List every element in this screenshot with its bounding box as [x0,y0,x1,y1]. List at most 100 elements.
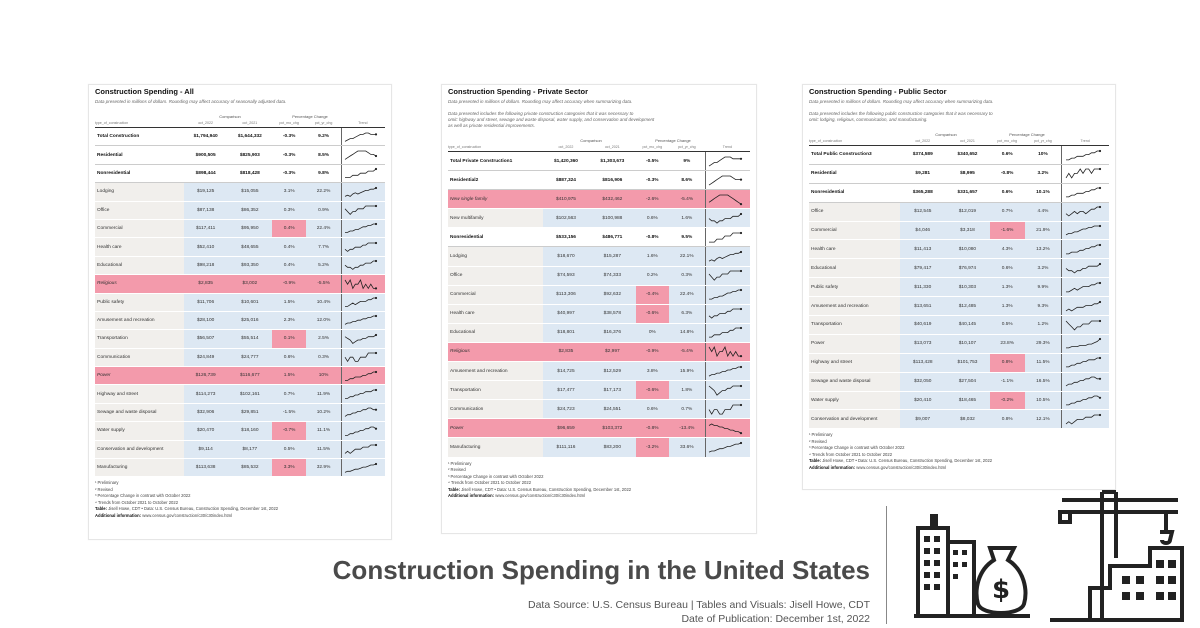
pct-month-change: -0.9% [635,342,670,362]
additional-info-link[interactable]: www.census.gov/construction/c30/c30index… [142,512,233,518]
sparkline-end-point [374,154,378,157]
pct-year-change: 9% [683,158,691,164]
table-row: Total Public Construction3 $374,589 $340,6… [809,146,1109,165]
pct-year-change: 3.2% [1024,259,1062,278]
value-oct-2021: $100,988 [589,209,636,228]
sparkline [344,186,378,197]
additional-info-link[interactable]: www.census.gov/construction/c30/c30index… [495,493,586,498]
sparkline-end-point [739,231,742,234]
row-label: Communication [448,400,543,419]
sparkline-end-point [739,250,742,254]
value-oct-2022: $79,417 [900,259,946,278]
sparkline [344,388,378,399]
row-label: Health care [809,240,901,259]
value-oct-2022: $898,444 [195,170,216,176]
sparkline-series [344,260,376,271]
row-label: Power [809,334,901,353]
sparkline-end-point [739,289,742,292]
column-header: oct_2022 [198,121,213,125]
sparkline-end-point [739,431,742,435]
pct-month-change: 0.6% [1001,152,1013,158]
column-header: pct_mo_chg [642,145,663,149]
table-group-header: Comparison Percentage Change [809,127,1109,137]
table-credit: Table: Jisell Howe, CDT • Data: U.S. Cen… [95,506,385,513]
table-row: Educational $79,417 $76,974 0.6% 3.2% [809,259,1109,279]
sparkline [344,168,378,179]
footnote: ¹ Preliminary [809,432,833,438]
footnotes: ¹ Preliminary ² Revised ³ Percentage Chang… [448,461,750,500]
trend-cell [1061,183,1109,202]
sparkline-end-point [374,388,378,392]
pct-year-change: 10.1% [1036,190,1050,196]
trend-cell [340,293,386,311]
pct-year-change: 3.2% [1037,171,1049,177]
value-oct-2022: $24,849 [183,348,228,367]
table-row: Office $87,138 $86,352 0.3% 0.9% [95,201,386,220]
sparkline-series [708,194,742,205]
table-row: Communication $24,723 $24,551 0.6% 0.7% [448,400,750,420]
pct-month-change: -1.6% [989,221,1025,240]
pct-month-change: 4.3% [989,240,1025,259]
data-table: Comparison Percentage Change type_of_const… [95,109,386,478]
additional-info-link[interactable]: www.census.gov/construction/c30/c30index… [856,464,947,470]
value-oct-2021: $486,771 [602,234,623,240]
value-oct-2022: $533,156 [555,234,576,240]
pct-year-change: -5.5% [306,275,341,293]
sparkline-series [1065,282,1100,293]
value-oct-2021: $432,462 [589,190,636,209]
table-row: Nonresidential $365,288 $331,657 0.6% 10.1% [809,183,1109,203]
sparkline-end-point [739,441,742,445]
value-oct-2022: $28,100 [183,311,228,330]
trend-cell [340,385,386,403]
trend-cell [340,367,386,385]
pct-year-change: 11.1% [306,422,341,440]
table-row: Office $74,593 $74,333 0.2% 0.3% [448,266,750,286]
sparkline-end-point [374,296,378,300]
value-oct-2021: $15,055 [227,183,272,201]
pct-month-change: 0.4% [271,256,307,275]
sparkline-end-point [374,186,378,189]
pct-month-change: -1.1% [989,372,1025,391]
value-oct-2021: $38,578 [589,304,636,323]
sparkline [708,327,742,338]
row-label: Communication [95,348,184,367]
trend-cell [704,362,750,381]
pct-month-change: 0.2% [635,266,670,285]
value-oct-2022: $4,046 [900,221,946,240]
sparkline-series [344,352,376,363]
column-header: oct_2021 [960,139,975,143]
pct-month-change: -0.2% [989,391,1025,410]
pct-month-change: 0.8% [989,410,1025,429]
table-row: Sewage and waste disposal $32,050 $27,504-… [809,372,1109,392]
value-oct-2021: $95,950 [227,219,272,238]
column-header: pct_yr_chg [314,121,333,125]
row-label: Sewage and waste disposal [809,372,901,391]
column-header: type_of_construction [448,145,482,149]
value-oct-2022: $24,723 [542,400,590,419]
sparkline-series [708,404,741,415]
panel-all: Construction Spending - All Data presente… [88,84,392,540]
value-oct-2022: $17,477 [542,381,590,400]
row-label: Public safety [809,278,901,297]
pct-month-change: -0.3% [282,152,296,158]
pct-year-change: 12.1% [1024,410,1062,429]
value-oct-2021: $8,177 [227,440,272,459]
table-column-header: type_of_construction oct_2022 oct_2021 pct_… [95,119,385,128]
pct-month-change: 3.3% [271,459,307,477]
sparkline-series [344,389,376,399]
sparkline [344,296,378,307]
row-label: Highway and street [809,353,901,372]
pct-month-change: -2.6% [635,190,670,209]
value-oct-2022: $11,330 [900,278,946,297]
value-oct-2022: $40,619 [900,316,946,334]
pct-month-change: 0.6% [1001,190,1013,196]
table-row: Nonresidential $533,156 $486,771 -0.8% 9.5% [448,228,750,248]
column-header: oct_2021 [604,145,620,149]
value-oct-2021: $116,677 [227,367,272,385]
sparkline-end-point [1098,357,1101,360]
value-oct-2021: $12,019 [945,202,990,221]
row-label: Water supply [95,422,184,440]
pct-year-change: 21.9% [1024,221,1062,240]
value-oct-2022: $114,273 [183,385,228,403]
value-oct-2021: $10,080 [945,240,990,259]
